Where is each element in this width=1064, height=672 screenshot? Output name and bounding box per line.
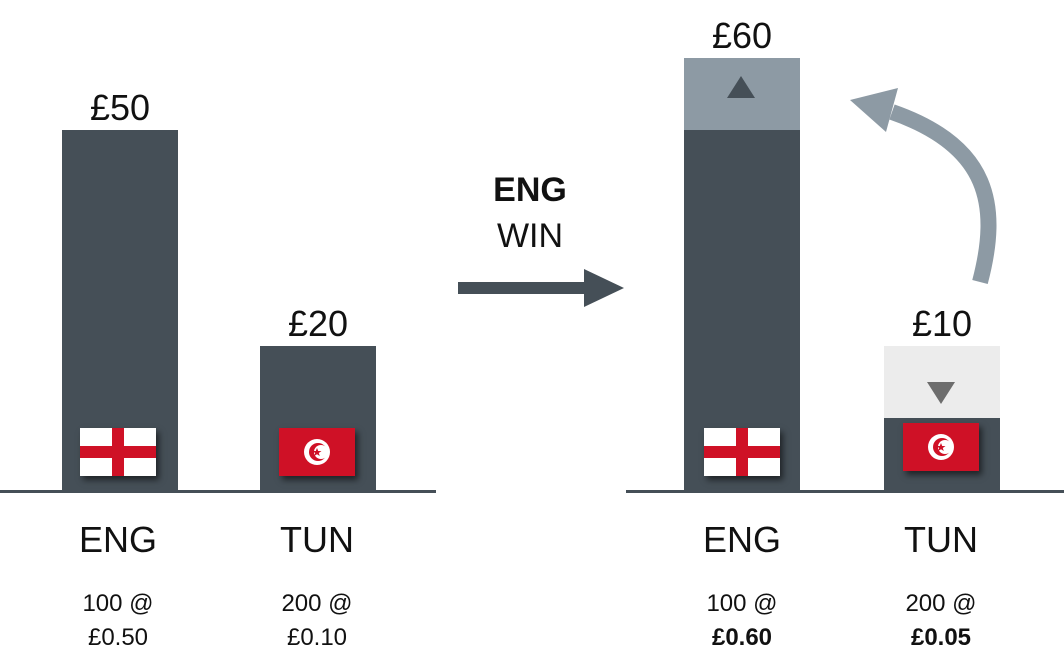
curved-arrow-icon <box>850 88 997 285</box>
category-label-eng-before: ENG <box>78 519 157 560</box>
price-eng-after: £0.60 <box>711 624 773 651</box>
value-label-eng-after: £60 <box>711 15 773 56</box>
tunisia-flag-icon <box>279 428 355 476</box>
quantity-tun-after: 200 @ <box>905 590 977 617</box>
category-label-tun-after: TUN <box>904 519 978 560</box>
value-label-eng-before: £50 <box>89 87 151 128</box>
value-label-tun-after: £10 <box>911 303 973 344</box>
category-label-tun-before: TUN <box>280 519 354 560</box>
price-tun-before: £0.10 <box>286 624 348 651</box>
quantity-eng-after: 100 @ <box>706 590 778 617</box>
down-triangle-icon <box>927 382 955 404</box>
category-label-eng-after: ENG <box>702 519 781 560</box>
england-flag-icon <box>80 428 156 476</box>
price-tun-after: £0.05 <box>910 624 972 651</box>
tunisia-flag-icon <box>903 423 979 471</box>
x-axis-after <box>626 490 1064 493</box>
transition-line-1: ENG <box>493 171 567 209</box>
price-eng-before: £0.50 <box>87 624 149 651</box>
quantity-tun-before: 200 @ <box>281 590 353 617</box>
quantity-eng-before: 100 @ <box>82 590 154 617</box>
value-label-tun-before: £20 <box>287 303 349 344</box>
x-axis-before <box>0 490 436 493</box>
england-flag-icon <box>704 428 780 476</box>
up-triangle-icon <box>727 76 755 98</box>
right-arrow-icon <box>458 269 624 307</box>
transition-line-2: WIN <box>496 217 564 255</box>
